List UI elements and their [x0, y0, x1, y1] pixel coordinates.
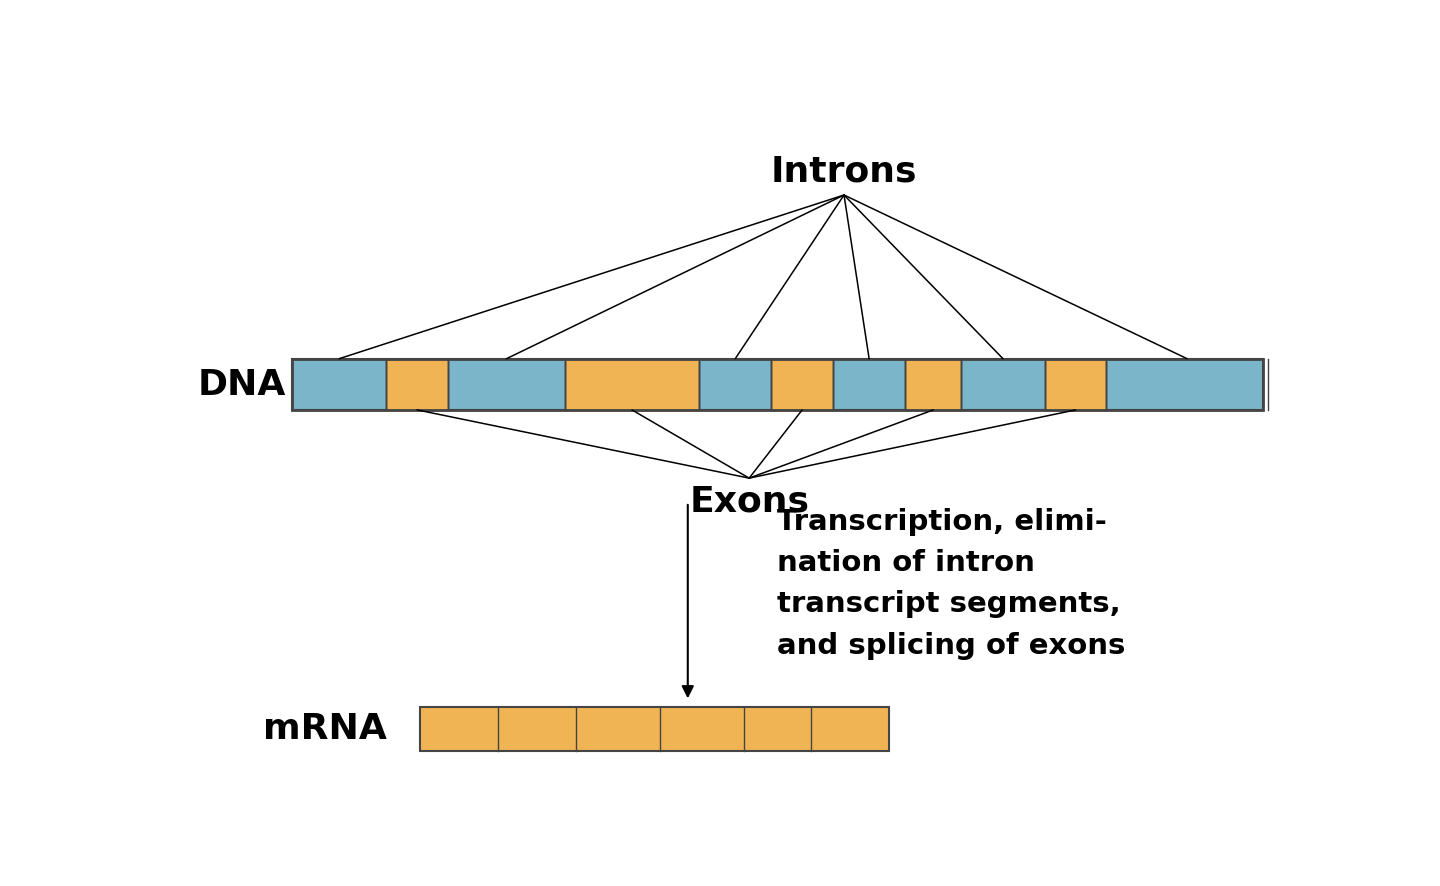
Bar [420, 707, 888, 751]
Bar [291, 359, 1263, 410]
Text: Transcription, elimi-
nation of intron
transcript segments,
and splicing of exon: Transcription, elimi- nation of intron t… [778, 508, 1126, 660]
Bar [386, 359, 448, 410]
Bar [1045, 359, 1106, 410]
Text: Exons: Exons [690, 485, 809, 519]
Text: Introns: Introns [770, 154, 917, 188]
Bar [564, 359, 698, 410]
Bar [291, 359, 1263, 410]
Bar [906, 359, 962, 410]
Text: mRNA: mRNA [264, 711, 387, 745]
Bar [772, 359, 832, 410]
Text: DNA: DNA [197, 368, 285, 401]
